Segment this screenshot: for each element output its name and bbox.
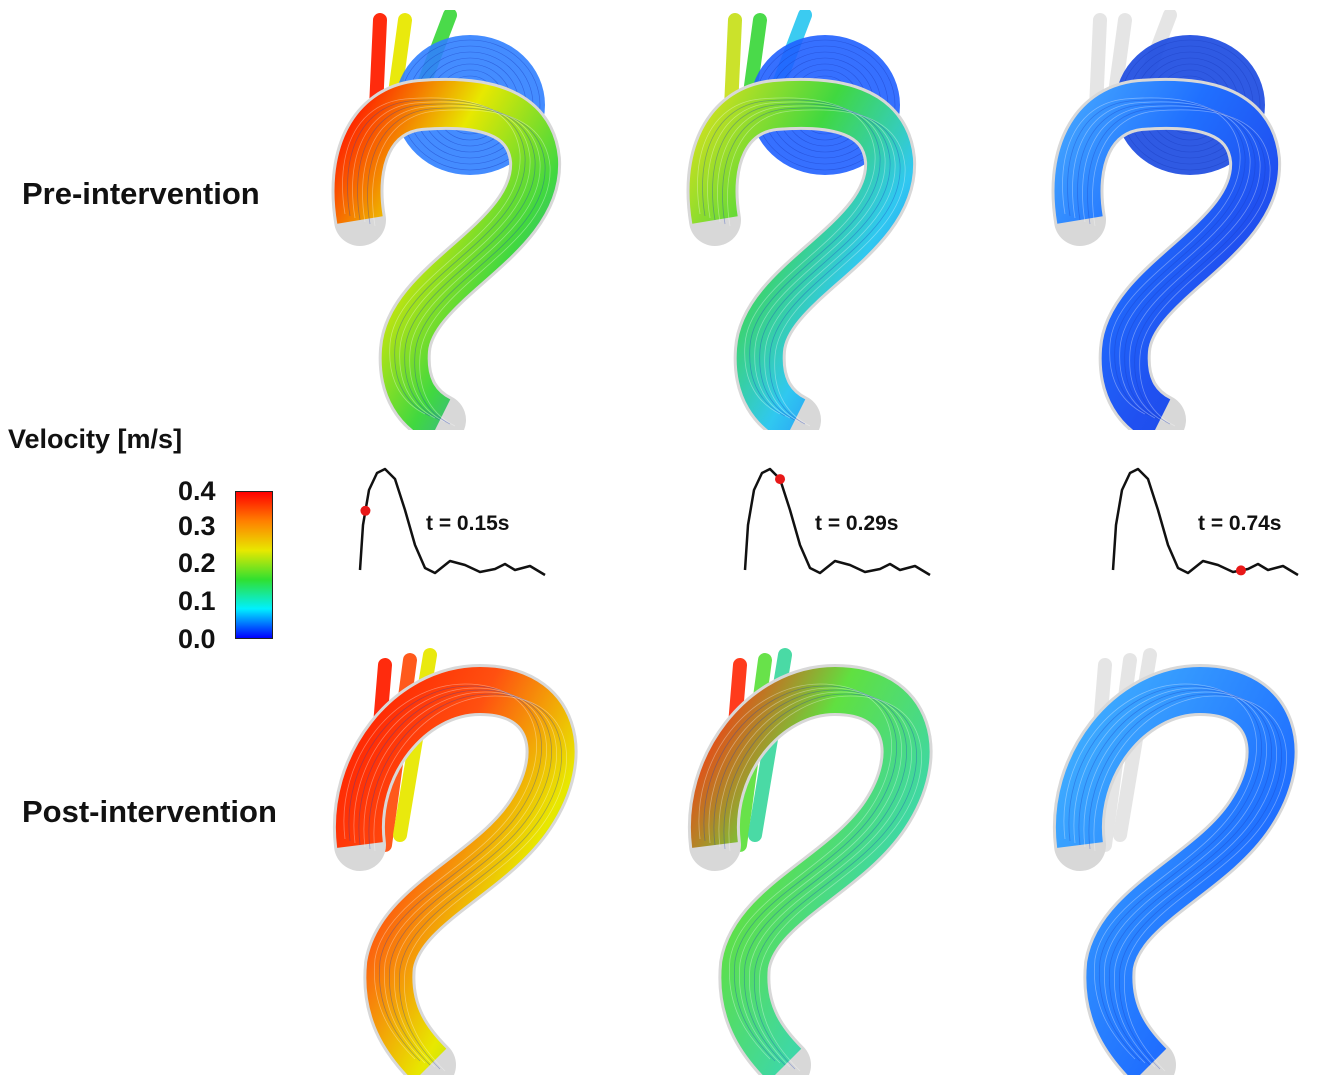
aorta-streamline-post-t029 [687,648,933,1075]
flow-waveform-t029 [743,467,931,577]
colorbar-title: Velocity [m/s] [8,424,183,454]
row-label-pre-intervention: Pre-intervention [22,176,260,211]
flow-waveform-t074 [1111,467,1299,577]
colorbar-tick-0-3: 0.3 [178,511,216,541]
aorta-streamline-post-t074 [1052,648,1298,1075]
aorta-streamline-pre-t029 [686,10,916,430]
velocity-colorbar [235,491,273,639]
time-label-t074: t = 0.74s [1198,512,1282,535]
time-label-t029: t = 0.29s [815,512,899,535]
colorbar-tick-0-0: 0.0 [178,624,216,654]
aorta-streamline-post-t015 [332,648,578,1075]
colorbar-tick-0-1: 0.1 [178,586,216,616]
time-label-t015: t = 0.15s [426,512,510,535]
flow-waveform-t015 [358,467,546,577]
aorta-streamline-pre-t015 [331,10,561,430]
colorbar-tick-0-4: 0.4 [178,476,216,506]
aorta-streamline-pre-t074 [1051,10,1281,430]
colorbar-tick-0-2: 0.2 [178,548,216,578]
row-label-post-intervention: Post-intervention [22,794,277,829]
